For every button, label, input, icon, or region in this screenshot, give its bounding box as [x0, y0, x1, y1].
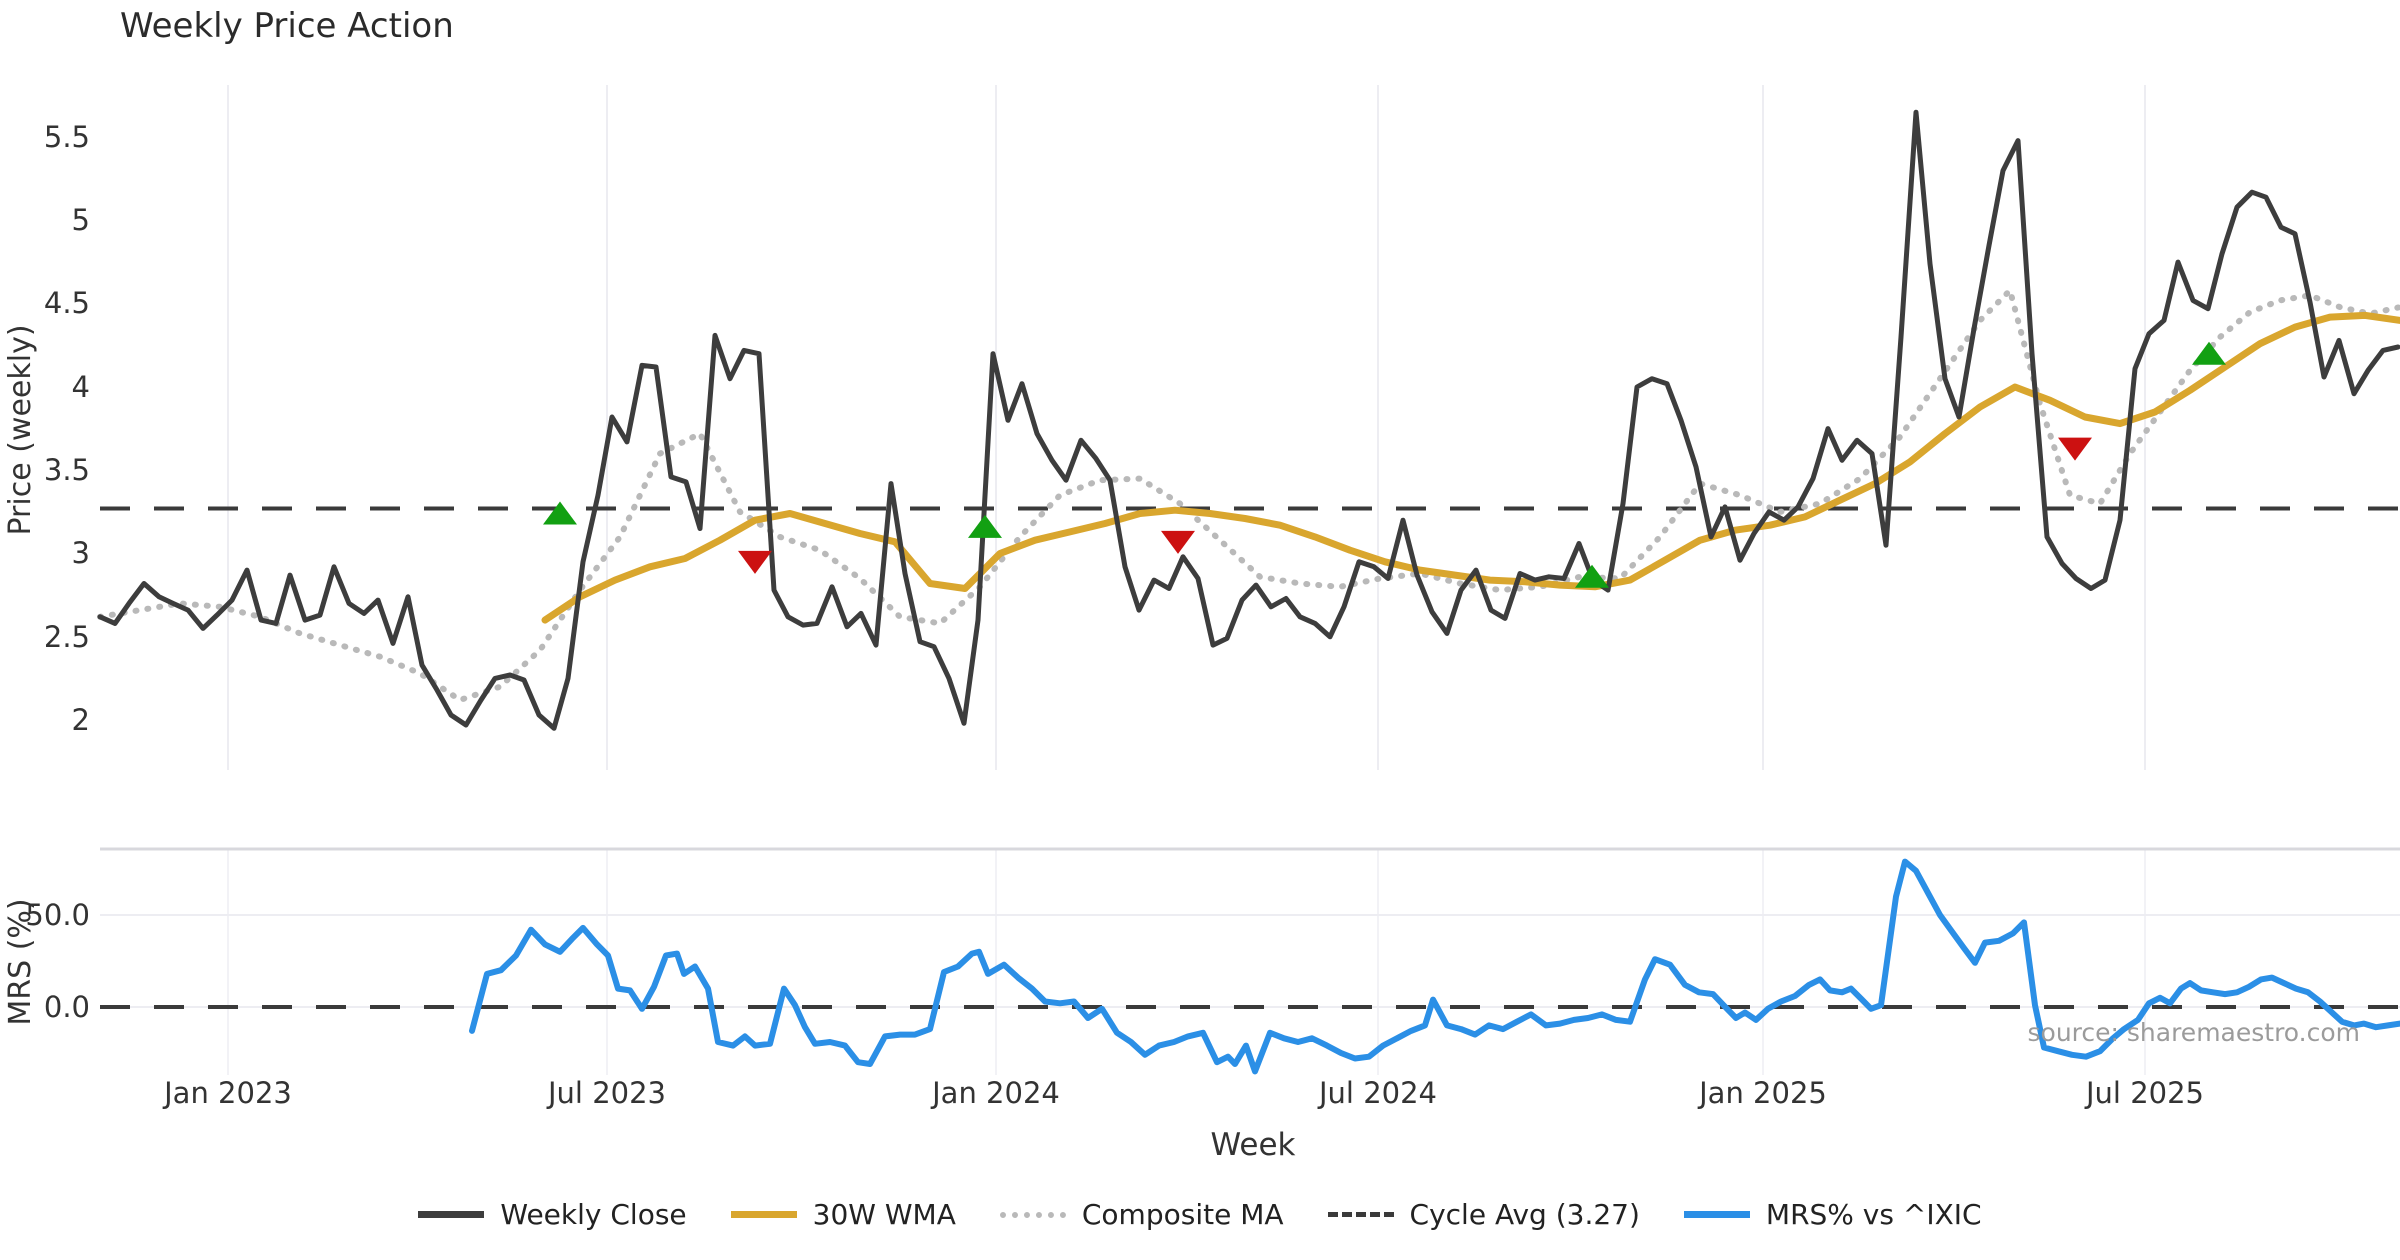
- price-ytick: 4: [72, 370, 90, 404]
- x-axis-label: Week: [1211, 1127, 1296, 1163]
- price-ytick: 5: [72, 203, 90, 237]
- price-ytick: 3: [72, 536, 90, 570]
- mrs-ytick: 0.0: [44, 990, 90, 1024]
- sell-marker: [738, 550, 772, 574]
- legend-label-weekly-close: Weekly Close: [500, 1198, 687, 1231]
- legend-item-composite-ma: Composite MA: [999, 1198, 1284, 1231]
- chart-legend: Weekly Close 30W WMA Composite MA Cycle Avg…: [0, 1198, 2400, 1231]
- buy-marker: [2192, 341, 2226, 365]
- buy-marker: [1575, 564, 1609, 588]
- legend-label-cycle-avg: Cycle Avg (3.27): [1409, 1198, 1640, 1231]
- price-ytick: 2.5: [44, 620, 90, 654]
- legend-item-weekly-close: Weekly Close: [418, 1198, 687, 1231]
- composite-ma-line: [97, 287, 2400, 703]
- mrs-axis-label: MRS (%): [3, 898, 38, 1025]
- legend-swatch-wma: [730, 1211, 797, 1218]
- xtick-label: Jan 2025: [1697, 1076, 1827, 1110]
- xtick-label: Jan 2023: [162, 1076, 292, 1110]
- chart-title: Weekly Price Action: [120, 6, 454, 46]
- price-ytick: 5.5: [44, 120, 90, 154]
- buy-marker: [543, 501, 577, 525]
- legend-swatch-weekly-close: [418, 1211, 485, 1218]
- sell-marker: [2058, 437, 2092, 461]
- price-ytick: 3.5: [44, 453, 90, 487]
- legend-item-wma: 30W WMA: [730, 1198, 956, 1231]
- legend-swatch-composite-ma: [999, 1211, 1066, 1218]
- xtick-label: Jan 2024: [930, 1076, 1060, 1110]
- legend-label-wma: 30W WMA: [812, 1198, 956, 1231]
- mrs-line: [469, 858, 2400, 1075]
- xtick-label: Jul 2025: [2084, 1076, 2204, 1110]
- buy-marker: [968, 514, 1002, 538]
- price-ytick: 2: [72, 703, 90, 737]
- price-axis-label: Price (weekly): [3, 324, 38, 535]
- weekly-close-line: [97, 109, 2400, 731]
- sell-marker: [1161, 530, 1195, 554]
- legend-item-mrs: MRS% vs ^IXIC: [1683, 1198, 1982, 1231]
- mrs-ytick: 50.0: [25, 898, 90, 932]
- legend-item-cycle-avg: Cycle Avg (3.27): [1327, 1198, 1640, 1231]
- legend-label-composite-ma: Composite MA: [1081, 1198, 1284, 1231]
- xtick-label: Jul 2023: [546, 1076, 666, 1110]
- legend-swatch-mrs: [1683, 1211, 1750, 1218]
- legend-label-mrs: MRS% vs ^IXIC: [1765, 1198, 1982, 1231]
- legend-swatch-cycle-avg: [1327, 1212, 1394, 1217]
- price-ytick: 4.5: [44, 286, 90, 320]
- xtick-label: Jul 2024: [1317, 1076, 1437, 1110]
